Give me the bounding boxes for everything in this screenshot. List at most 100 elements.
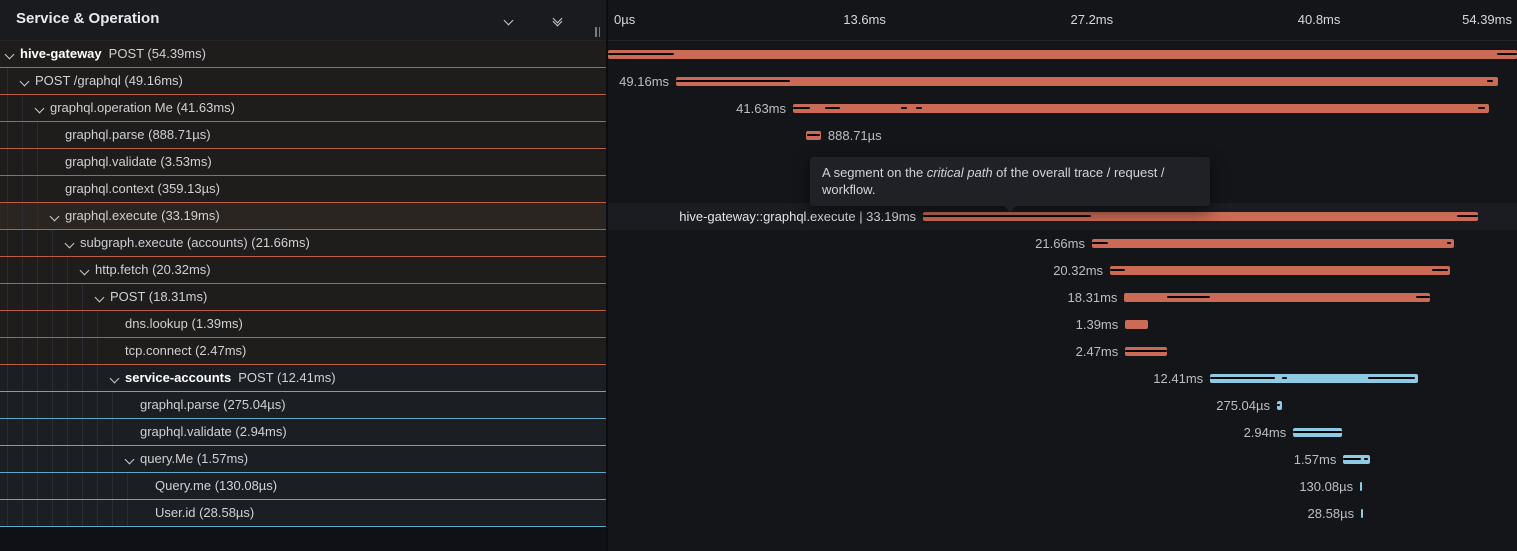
tree-row[interactable]: dns.lookup (1.39ms) — [0, 311, 606, 338]
indent-guides — [0, 500, 136, 526]
span-duration-label: 888.71µs — [827, 128, 882, 143]
span-label: query.Me (1.57ms) — [140, 446, 248, 471]
span-label: dns.lookup (1.39ms) — [125, 311, 243, 336]
indent-guides — [0, 257, 76, 283]
indent-guides — [0, 122, 46, 148]
span-bar[interactable] — [676, 77, 1498, 86]
tree-row[interactable]: Query.me (130.08µs) — [0, 473, 606, 500]
indent-guides — [0, 392, 121, 418]
critical-path-segment — [1343, 458, 1361, 460]
chevron-down-icon[interactable] — [79, 265, 90, 276]
chevron-down-icon[interactable] — [4, 49, 15, 60]
operation-name: graphql.execute (33.19ms) — [65, 208, 220, 223]
span-label: service-accounts POST (12.41ms) — [125, 365, 336, 390]
span-bar-row: 20.32ms — [608, 257, 1517, 284]
critical-path-segment — [1210, 377, 1275, 379]
span-duration-label: 275.04µs — [1216, 398, 1271, 413]
expand-all-icon[interactable] — [580, 0, 1517, 551]
span-duration-label: 20.32ms — [1053, 263, 1104, 278]
tree-row[interactable]: graphql.parse (888.71µs) — [0, 122, 606, 149]
span-bar[interactable] — [1210, 374, 1418, 383]
span-bar-row — [608, 41, 1517, 68]
critical-path-segment — [1277, 404, 1281, 406]
tree-row[interactable]: graphql.execute (33.19ms) — [0, 203, 606, 230]
axis-tick-label: 54.39ms — [1462, 12, 1512, 27]
critical-path-segment — [1281, 377, 1288, 379]
tooltip-text-1: A segment on the — [822, 165, 927, 180]
tree-row[interactable]: POST (18.31ms) — [0, 284, 606, 311]
chevron-down-icon[interactable] — [64, 238, 75, 249]
span-bar-row: 2.94ms — [608, 419, 1517, 446]
span-duration-label: 41.63ms — [736, 101, 787, 116]
chevron-down-icon[interactable] — [109, 373, 120, 384]
critical-path-segment — [923, 215, 1091, 217]
operation-name: http.fetch (20.32ms) — [95, 262, 211, 277]
span-bar[interactable] — [1124, 293, 1431, 302]
span-bar[interactable] — [1125, 320, 1149, 329]
service-name: hive-gateway — [20, 46, 102, 61]
span-label: graphql.execute (33.19ms) — [65, 203, 220, 228]
operation-name: POST (18.31ms) — [110, 289, 208, 304]
tree-row[interactable]: tcp.connect (2.47ms) — [0, 338, 606, 365]
span-label: POST (18.31ms) — [110, 284, 207, 309]
tree-row[interactable]: graphql.parse (275.04µs) — [0, 392, 606, 419]
tree-row[interactable]: POST /graphql (49.16ms) — [0, 68, 606, 95]
tree-row[interactable]: query.Me (1.57ms) — [0, 446, 606, 473]
span-duration-label: 12.41ms — [1153, 371, 1204, 386]
critical-path-segment — [793, 107, 811, 109]
span-bar[interactable] — [1091, 239, 1454, 248]
chevron-down-icon[interactable] — [94, 292, 105, 303]
tree-row[interactable]: graphql.validate (3.53ms) — [0, 149, 606, 176]
chevron-down-icon[interactable] — [124, 454, 135, 465]
span-label: graphql.parse (888.71µs) — [65, 122, 211, 147]
expand-one-icon[interactable] — [531, 0, 1517, 551]
critical-path-segment — [1497, 53, 1517, 55]
indent-guides — [0, 176, 46, 202]
span-bar[interactable] — [1110, 266, 1450, 275]
span-bar[interactable] — [1360, 482, 1363, 491]
span-label: Query.me (130.08µs) — [155, 473, 277, 498]
tree-row[interactable]: graphql.context (359.13µs) — [0, 176, 606, 203]
span-bar-row: 888.71µs — [608, 122, 1517, 149]
tree-row[interactable]: graphql.operation Me (41.63ms) — [0, 95, 606, 122]
span-label: graphql.operation Me (41.63ms) — [50, 95, 235, 120]
operation-name: User.id (28.58µs) — [155, 505, 255, 520]
service-name: service-accounts — [125, 370, 232, 385]
span-bar[interactable] — [793, 104, 1489, 113]
span-bar[interactable] — [608, 50, 1517, 59]
chevron-down-icon[interactable] — [49, 211, 60, 222]
span-duration-label: 49.16ms — [619, 74, 670, 89]
span-label: graphql.parse (275.04µs) — [140, 392, 286, 417]
tree-row[interactable]: graphql.validate (2.94ms) — [0, 419, 606, 446]
critical-path-segment — [1125, 350, 1167, 352]
span-label: graphql.validate (2.94ms) — [140, 419, 287, 444]
tree-row[interactable]: service-accounts POST (12.41ms) — [0, 365, 606, 392]
span-label: POST /graphql (49.16ms) — [35, 68, 183, 93]
tree-row[interactable]: User.id (28.58µs) — [0, 500, 606, 527]
tree-row[interactable]: hive-gateway POST (54.39ms) — [0, 41, 606, 68]
span-bar-row: 275.04µs — [608, 392, 1517, 419]
span-duration-label: 1.39ms — [1075, 317, 1119, 332]
panel-title: Service & Operation — [16, 10, 160, 27]
chevron-down-icon[interactable] — [34, 103, 45, 114]
panel-resize-grip[interactable] — [595, 27, 600, 37]
critical-path-segment — [608, 53, 674, 55]
tree-rows: hive-gateway POST (54.39ms) POST /graphql … — [0, 41, 606, 527]
tree-row[interactable]: subgraph.execute (accounts) (21.66ms) — [0, 230, 606, 257]
span-bar-row: 21.66ms — [608, 230, 1517, 257]
indent-guides — [0, 311, 106, 337]
tooltip-text-2: of the overall trace / request / workflo… — [822, 165, 1165, 197]
span-bar[interactable] — [923, 212, 1478, 221]
span-duration-label: 2.47ms — [1075, 344, 1119, 359]
span-bar-row: 41.63ms — [608, 95, 1517, 122]
collapse-one-icon[interactable] — [503, 13, 514, 27]
chevron-down-icon[interactable] — [19, 76, 30, 87]
tree-row[interactable]: http.fetch (20.32ms) — [0, 257, 606, 284]
tree-header-controls — [503, 0, 1517, 551]
span-bar[interactable] — [1361, 509, 1364, 518]
collapse-all-icon[interactable] — [552, 13, 563, 27]
operation-name: query.Me (1.57ms) — [140, 451, 249, 466]
span-duration-label: 21.66ms — [1035, 236, 1085, 251]
